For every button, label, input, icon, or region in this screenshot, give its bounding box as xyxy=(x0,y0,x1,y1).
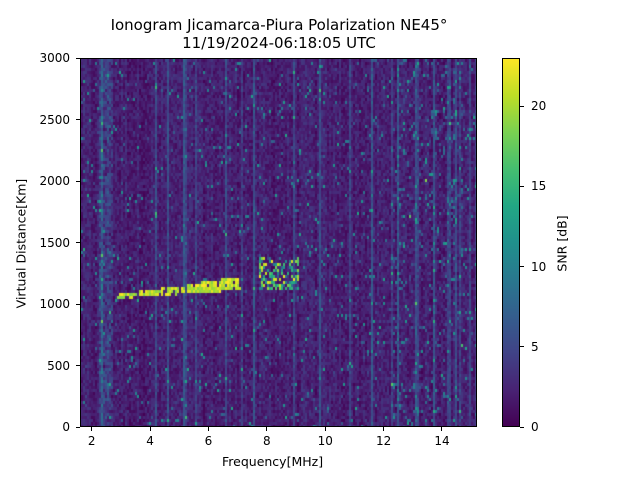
y-tick-label: 500 xyxy=(47,358,70,373)
x-tick-mark xyxy=(324,427,326,431)
colorbar-tick-label: 20 xyxy=(531,99,547,114)
x-tick-label: 8 xyxy=(262,434,271,448)
x-tick-mark xyxy=(91,427,93,431)
colorbar xyxy=(502,58,520,427)
y-tick-label: 3000 xyxy=(39,51,70,65)
x-tick-label: 14 xyxy=(434,434,450,448)
colorbar-label: SNR [dB] xyxy=(554,215,570,272)
colorbar-tick-label: 5 xyxy=(531,339,539,354)
colorbar-tick-mark xyxy=(520,105,524,107)
colorbar-tick-mark xyxy=(520,346,524,348)
y-tick-mark xyxy=(76,426,80,428)
y-tick-mark xyxy=(76,365,80,366)
colorbar-tick-label: 0 xyxy=(531,420,539,434)
chart-subtitle: 11/19/2024-06:18:05 UTC xyxy=(182,34,376,52)
y-tick-mark xyxy=(76,119,80,120)
ionogram-heatmap xyxy=(80,58,477,427)
colorbar-tick-mark xyxy=(520,266,524,268)
x-tick-label: 10 xyxy=(317,434,333,448)
colorbar-tick-mark xyxy=(520,185,524,187)
x-tick-label: 6 xyxy=(204,434,213,448)
x-tick-mark xyxy=(149,427,151,431)
y-tick-label: 2500 xyxy=(39,112,70,127)
y-axis-label: Virtual Distance[Km] xyxy=(13,178,29,309)
y-tick-mark xyxy=(76,57,80,59)
colorbar-tick-label: 15 xyxy=(531,179,547,194)
y-tick-mark xyxy=(76,303,80,305)
y-tick-label: 2000 xyxy=(39,174,70,188)
x-tick-mark xyxy=(383,427,385,431)
x-tick-mark xyxy=(207,427,209,431)
y-tick-label: 1000 xyxy=(39,297,70,311)
y-tick-label: 1500 xyxy=(39,235,70,250)
x-tick-mark xyxy=(266,427,268,431)
y-tick-mark xyxy=(76,180,80,182)
x-tick-label: 2 xyxy=(87,434,96,448)
chart-title: Ionogram Jicamarca-Piura Polarization NE… xyxy=(110,16,448,34)
x-tick-label: 12 xyxy=(375,434,392,448)
x-tick-mark xyxy=(441,427,443,431)
colorbar-tick-mark xyxy=(520,426,524,428)
y-tick-label: 0 xyxy=(62,420,70,434)
colorbar-tick-label: 10 xyxy=(531,259,547,274)
x-axis-label: Frequency[MHz] xyxy=(222,454,324,469)
y-tick-mark xyxy=(76,242,80,243)
x-tick-label: 4 xyxy=(146,434,154,448)
